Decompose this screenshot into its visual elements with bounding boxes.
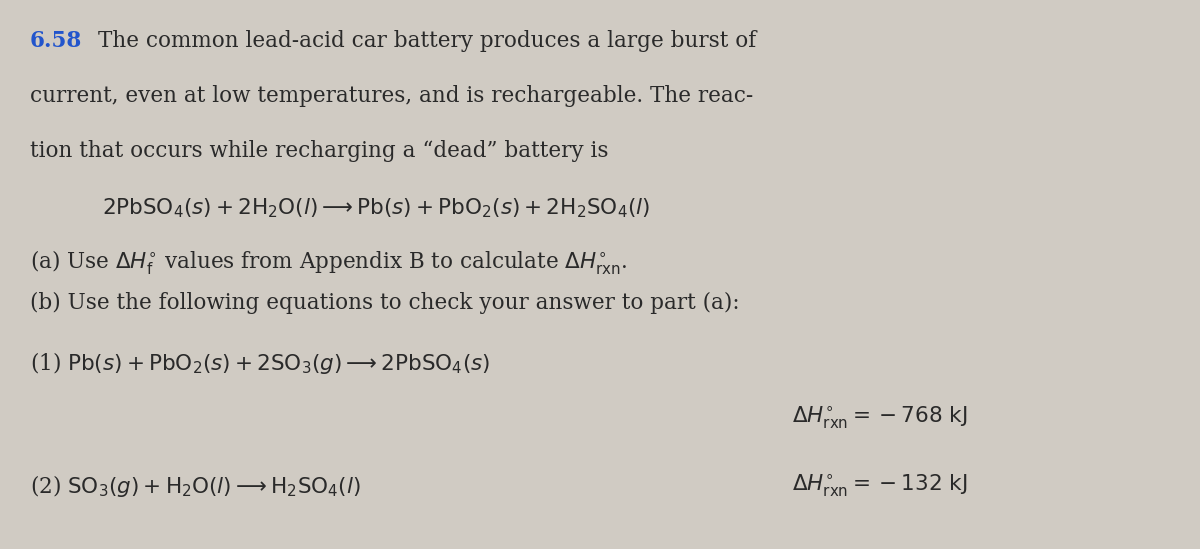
Text: $\mathrm{2PbSO_4(}$$\mathit{s}$$\mathrm{) + 2H_2O(}$$\mathit{l}$$\mathrm{) \long: $\mathrm{2PbSO_4(}$$\mathit{s}$$\mathrm{… [102,196,650,220]
Text: tion that occurs while recharging a “dead” battery is: tion that occurs while recharging a “dea… [30,140,608,162]
Text: The common lead-acid car battery produces a large burst of: The common lead-acid car battery produce… [98,30,757,52]
Text: (1) $\mathrm{Pb(}$$\mathit{s}$$\mathrm{) + PbO_2(}$$\mathit{s}$$\mathrm{) + 2SO_: (1) $\mathrm{Pb(}$$\mathit{s}$$\mathrm{)… [30,350,490,376]
Text: $\Delta H_{\mathrm{rxn}}^{\circ} = -132\ \mathrm{kJ}$: $\Delta H_{\mathrm{rxn}}^{\circ} = -132\… [792,473,967,500]
Text: (2) $\mathrm{SO_3(}$$\mathit{g}$$\mathrm{) + H_2O(}$$\mathit{l}$$\mathrm{) \long: (2) $\mathrm{SO_3(}$$\mathit{g}$$\mathrm… [30,473,361,499]
Text: 6.58: 6.58 [30,30,83,52]
Text: current, even at low temperatures, and is rechargeable. The reac-: current, even at low temperatures, and i… [30,85,754,107]
Text: (a) Use $\Delta H_{\mathrm{f}}^{\circ}$ values from Appendix B to calculate $\De: (a) Use $\Delta H_{\mathrm{f}}^{\circ}$ … [30,248,628,276]
Text: (b) Use the following equations to check your answer to part (a):: (b) Use the following equations to check… [30,292,739,314]
Text: $\Delta H_{\mathrm{rxn}}^{\circ} = -768\ \mathrm{kJ}$: $\Delta H_{\mathrm{rxn}}^{\circ} = -768\… [792,405,967,432]
